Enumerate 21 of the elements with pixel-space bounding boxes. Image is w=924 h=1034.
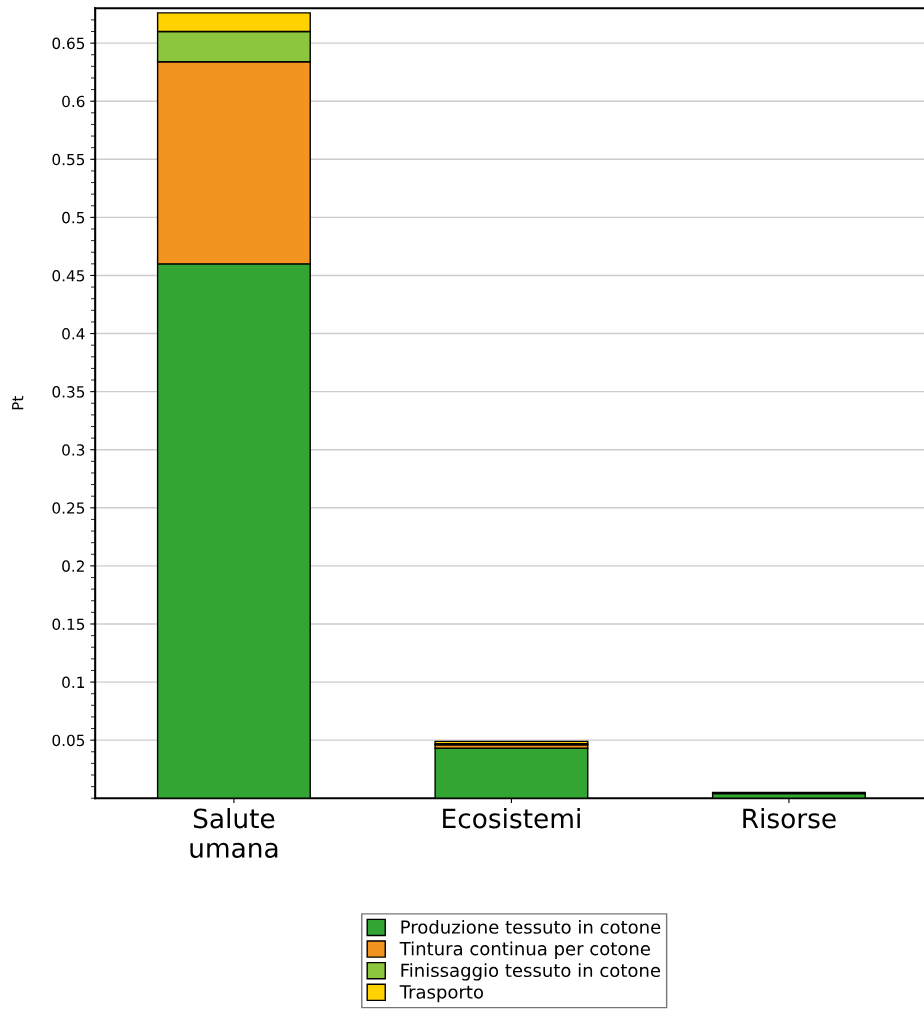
legend-label: Produzione tessuto in cotone (401, 919, 661, 934)
y-tick-label: 0.6 (62, 95, 85, 108)
y-tick-label: 0.3 (62, 444, 85, 456)
y-tick-label: 0.35 (52, 386, 85, 398)
legend-label: Tintura continua per cotone (399, 941, 650, 959)
y-axis-title: Pt (12, 396, 24, 410)
y-tick-label: 0.55 (52, 153, 85, 166)
legend-label: Trasporto (399, 985, 484, 1003)
x-tick-label: Risorse (743, 807, 836, 829)
y-tick-label: 0.1 (62, 676, 85, 689)
y-tick-label: 0.05 (52, 734, 85, 747)
x-tick-label: Ecosistemi (443, 807, 580, 829)
y-tick-label: 0.45 (52, 269, 85, 282)
y-tick-label: 0.5 (62, 211, 85, 224)
y-tick-label: 0.25 (52, 502, 85, 514)
y-tick-label: 0.4 (62, 328, 85, 340)
y-tick-label: 0.15 (52, 618, 85, 631)
y-tick-label: 0.65 (52, 37, 85, 50)
y-tick-label: 0.2 (62, 560, 84, 572)
x-tick-label: Salute umana (190, 807, 278, 858)
legend-label: Finissaggio tessuto in cotone (401, 963, 661, 981)
